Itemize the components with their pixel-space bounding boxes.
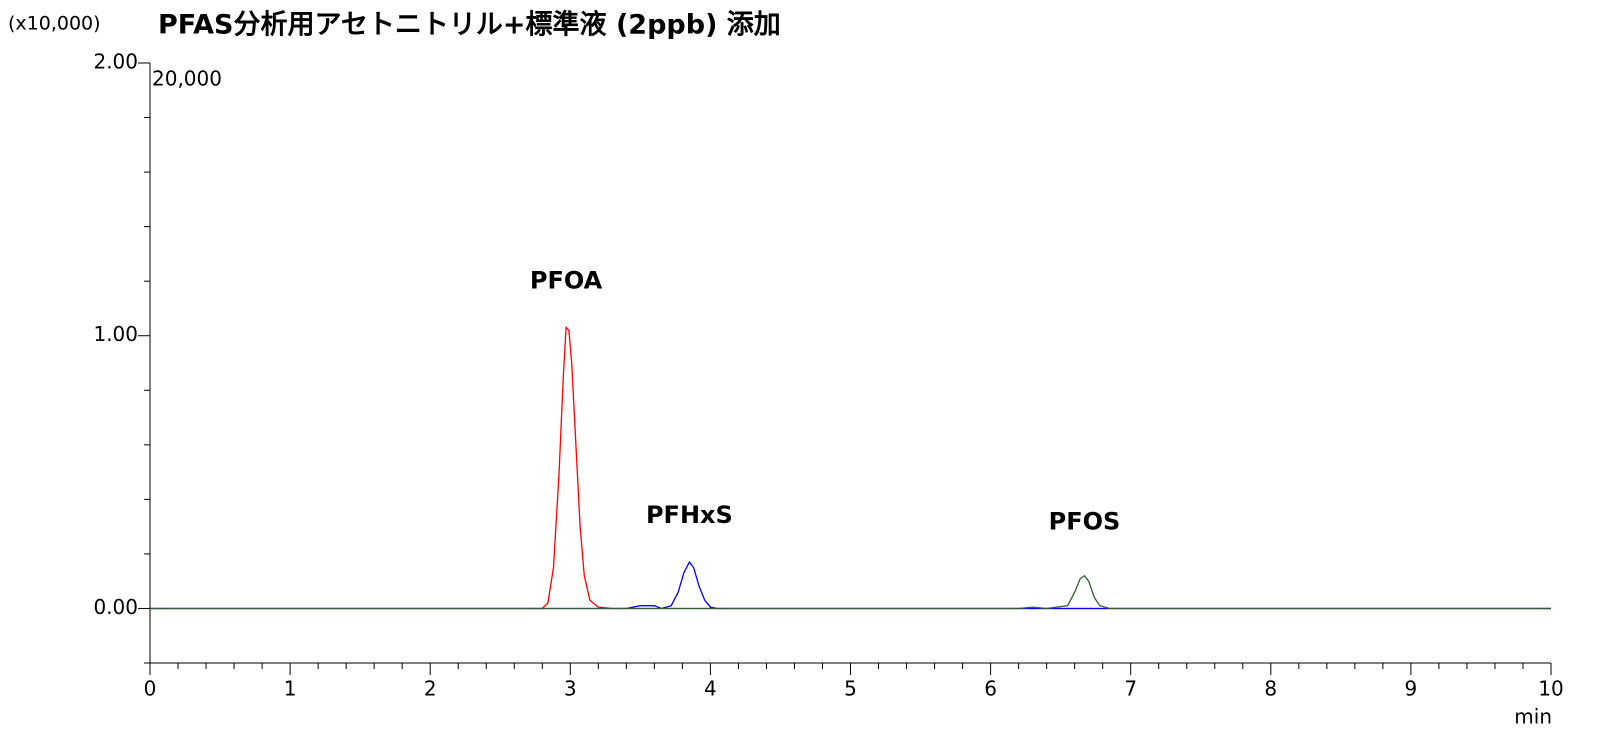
peak-label: PFHxS <box>646 501 733 529</box>
y-tick-label: 0.00 <box>93 595 138 619</box>
x-tick-label: 3 <box>564 677 577 701</box>
x-tick-label: 2 <box>424 677 437 701</box>
x-tick-label: 9 <box>1405 677 1418 701</box>
peak-label: PFOA <box>530 267 603 295</box>
x-tick-label: 6 <box>984 677 997 701</box>
chart-title: PFAS分析用アセトニトリル+標準液 (2ppb) 添加 <box>158 9 781 41</box>
y-tick-label: 1.00 <box>93 322 138 346</box>
x-tick-label: 8 <box>1264 677 1277 701</box>
x-axis-label: min <box>1514 705 1552 729</box>
x-tick-label: 1 <box>284 677 297 701</box>
x-tick-label: 0 <box>144 677 157 701</box>
chromatogram-line <box>150 574 1551 610</box>
peak-label: PFOS <box>1049 507 1121 535</box>
y-max-label: 20,000 <box>152 67 222 91</box>
y-tick-label: 2.00 <box>93 50 138 74</box>
x-tick-label: 10 <box>1538 677 1563 701</box>
x-tick-label: 7 <box>1124 677 1137 701</box>
x-tick-label: 4 <box>704 677 717 701</box>
y-multiplier: (x10,000) <box>8 13 101 35</box>
chromatogram-line <box>150 326 1551 610</box>
x-tick-label: 5 <box>844 677 857 701</box>
chromatogram-line <box>150 560 1551 610</box>
